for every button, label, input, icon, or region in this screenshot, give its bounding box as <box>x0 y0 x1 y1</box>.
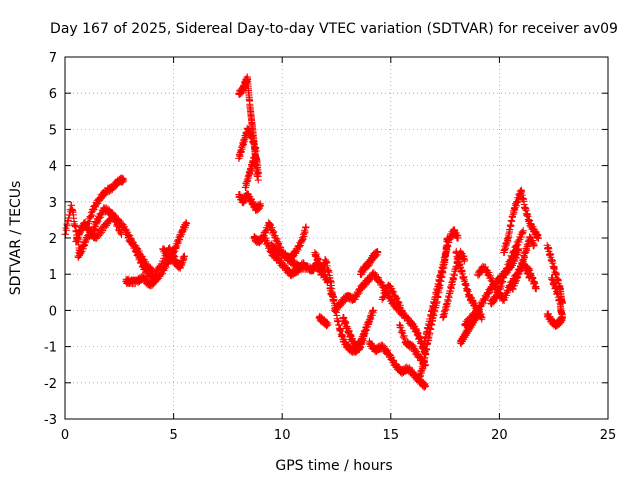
x-tick-label: 25 <box>600 428 617 443</box>
y-axis-label: SDTVAR / TECUs <box>8 181 24 296</box>
x-tick-label: 20 <box>491 428 508 443</box>
y-tick-label: 2 <box>49 232 57 247</box>
x-tick-label: 15 <box>383 428 400 443</box>
y-tick-label: 1 <box>49 268 57 283</box>
y-tick-label: 5 <box>49 123 57 138</box>
x-tick-label: 10 <box>274 428 291 443</box>
y-tick-label: 6 <box>49 87 57 102</box>
chart-title: Day 167 of 2025, Sidereal Day-to-day VTE… <box>50 21 618 37</box>
x-axis-label: GPS time / hours <box>275 458 392 474</box>
y-tick-label: 0 <box>49 304 57 319</box>
x-tick-label: 0 <box>61 428 69 443</box>
y-tick-label: 7 <box>49 51 57 66</box>
y-tick-label: 4 <box>49 160 57 175</box>
axis-ticks <box>64 56 609 420</box>
x-tick-label: 5 <box>169 428 177 443</box>
y-tick-label: -1 <box>44 341 57 356</box>
tick-labels: 0 5 10 15 20 25 -3 -2 -1 0 1 2 3 4 5 6 7 <box>44 51 616 443</box>
y-tick-label: -3 <box>44 413 57 428</box>
y-tick-label: -2 <box>44 377 57 392</box>
y-tick-label: 3 <box>49 196 57 211</box>
